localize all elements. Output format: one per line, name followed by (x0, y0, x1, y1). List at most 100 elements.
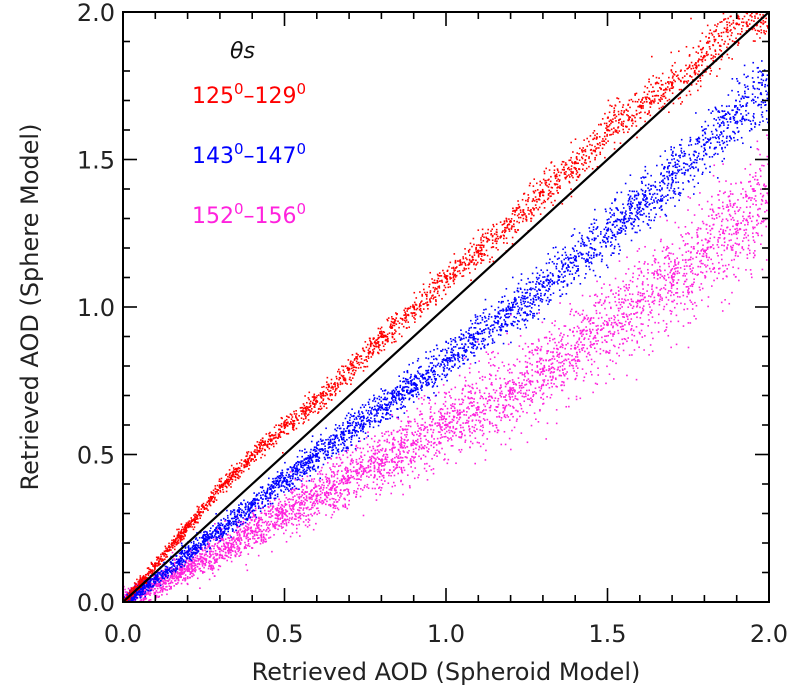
scatter-point (730, 218, 733, 221)
scatter-point (324, 494, 327, 496)
data-point (670, 276, 674, 279)
scatter-point (280, 504, 283, 506)
scatter-point (599, 348, 602, 350)
scatter-point (700, 259, 703, 262)
scatter-point (738, 243, 741, 245)
scatter-point (428, 441, 430, 444)
scatter-point (376, 468, 379, 471)
scatter-point (220, 549, 223, 552)
scatter-point (540, 396, 542, 399)
scatter-point (608, 284, 611, 286)
scatter-point (405, 456, 408, 459)
scatter-point (239, 552, 242, 554)
scatter-point (490, 374, 492, 377)
scatter-point (152, 583, 154, 585)
scatter-point (363, 467, 366, 470)
scatter-point (431, 457, 433, 460)
scatter-point (401, 471, 404, 474)
scatter-point (684, 244, 686, 247)
scatter-point (441, 359, 444, 361)
scatter-point (658, 268, 661, 271)
scatter-point (667, 299, 670, 301)
scatter-point (667, 290, 670, 292)
scatter-point (469, 371, 471, 374)
scatter-point (359, 425, 362, 428)
scatter-point (374, 420, 376, 422)
scatter-point (533, 312, 535, 315)
scatter-point (294, 478, 297, 481)
scatter-point (636, 316, 638, 319)
scatter-point (636, 302, 639, 305)
scatter-point (621, 313, 623, 315)
scatter-point (213, 575, 216, 577)
scatter-point (557, 353, 559, 356)
scatter-point (603, 300, 606, 303)
scatter-point (754, 226, 756, 229)
scatter-point (231, 537, 233, 540)
scatter-point (349, 454, 352, 457)
scatter-point (453, 431, 456, 434)
scatter-point (524, 393, 527, 395)
scatter-point (503, 378, 506, 380)
scatter-point (690, 290, 693, 293)
scatter-point (492, 424, 494, 427)
scatter-point (752, 239, 755, 242)
scatter-point (699, 252, 701, 255)
scatter-point (562, 286, 565, 288)
scatter-point (637, 291, 640, 293)
scatter-point (515, 420, 518, 422)
scatter-point (683, 308, 685, 311)
scatter-point (227, 545, 229, 547)
scatter-point (659, 289, 661, 291)
scatter-point (585, 372, 588, 375)
scatter-point (204, 545, 207, 548)
scatter-point (396, 431, 398, 433)
scatter-point (479, 411, 481, 414)
scatter-point (763, 184, 765, 187)
scatter-point (297, 501, 300, 503)
scatter-point (582, 309, 584, 312)
scatter-point (500, 384, 502, 387)
scatter-point (393, 401, 395, 403)
scatter-point (587, 359, 590, 362)
scatter-point (678, 247, 681, 250)
scatter-point (742, 220, 744, 222)
scatter-point (529, 404, 531, 407)
scatter-point (448, 429, 450, 432)
scatter-point (654, 258, 656, 260)
scatter-point (147, 591, 149, 593)
scatter-point (725, 118, 728, 121)
scatter-point (180, 570, 183, 572)
scatter-point (718, 180, 721, 183)
scatter-point (682, 294, 685, 297)
scatter-point (357, 411, 360, 414)
scatter-point (237, 550, 240, 553)
scatter-point (281, 507, 284, 510)
scatter-point (459, 424, 462, 427)
scatter-point (589, 246, 591, 249)
scatter-point (370, 460, 373, 463)
scatter-point (687, 285, 689, 288)
scatter-point (448, 412, 451, 414)
scatter-point (267, 527, 270, 530)
scatter-point (377, 409, 380, 411)
scatter-point (197, 550, 200, 553)
scatter-point (631, 190, 634, 193)
scatter-point (375, 493, 377, 495)
scatter-point (495, 389, 498, 392)
scatter-point (410, 420, 412, 423)
scatter-point (194, 556, 197, 559)
scatter-point (511, 395, 514, 398)
scatter-point (306, 475, 309, 478)
scatter-point (466, 407, 468, 409)
scatter-point (165, 576, 168, 578)
scatter-point (222, 550, 225, 553)
scatter-point (407, 463, 410, 466)
scatter-point (680, 234, 682, 236)
scatter-point (548, 386, 551, 389)
scatter-point (670, 269, 673, 271)
scatter-point (379, 493, 381, 496)
scatter-point (299, 517, 302, 520)
scatter-point (312, 455, 314, 457)
scatter-point (258, 530, 260, 532)
